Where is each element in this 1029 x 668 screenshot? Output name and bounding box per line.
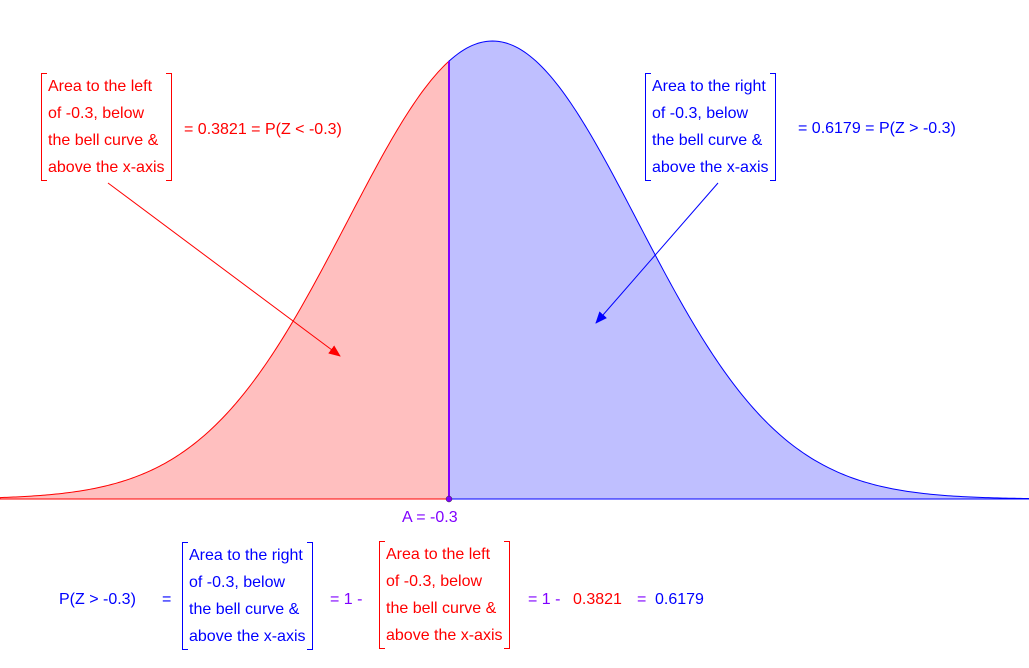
bottom-left-line-4: above the x-axis <box>386 627 503 644</box>
bottom-left-area-box: Area to the left of -0.3, below the bell… <box>379 541 510 649</box>
right-tail-area <box>448 40 1029 500</box>
bottom-right-line-2: of -0.3, below <box>189 574 286 591</box>
right-area-equation: = 0.6179 = P(Z > -0.3) <box>798 120 956 137</box>
left-desc-line-4: above the x-axis <box>48 159 165 176</box>
bottom-right-area-box: Area to the right of -0.3, below the bel… <box>182 542 313 650</box>
right-desc-line-3: the bell curve & <box>652 132 763 149</box>
bottom-value-1: 0.3821 <box>573 591 622 608</box>
left-desc-line-3: the bell curve & <box>48 132 159 149</box>
left-desc-line-1: Area to the left <box>48 78 153 95</box>
bottom-lhs: P(Z > -0.3) <box>59 591 136 608</box>
bottom-eq-2: = 1 - <box>330 591 363 608</box>
left-desc-line-2: of -0.3, below <box>48 105 145 122</box>
split-point-a[interactable] <box>445 495 453 503</box>
bottom-left-line-1: Area to the left <box>386 546 491 563</box>
left-area-description-box: Area to the left of -0.3, below the bell… <box>41 73 172 181</box>
bottom-eq-4: = <box>637 591 647 608</box>
left-area-equation: = 0.3821 = P(Z < -0.3) <box>184 121 342 138</box>
right-desc-line-2: of -0.3, below <box>652 105 749 122</box>
bottom-right-line-1: Area to the right <box>189 547 303 564</box>
bottom-eq-1: = <box>162 591 172 608</box>
right-desc-line-4: above the x-axis <box>652 159 769 176</box>
right-desc-line-1: Area to the right <box>652 78 766 95</box>
bottom-value-2: 0.6179 <box>655 591 704 608</box>
left-tail-area <box>0 60 450 500</box>
split-point-label: A = -0.3 <box>402 509 458 526</box>
bottom-right-line-3: the bell curve & <box>189 601 300 618</box>
left-area-arrow <box>107 182 341 357</box>
right-area-arrow <box>595 182 719 324</box>
right-area-description-box: Area to the right of -0.3, below the bel… <box>645 73 776 181</box>
bottom-eq-3: = 1 - <box>528 591 561 608</box>
bottom-right-line-4: above the x-axis <box>189 628 306 645</box>
bottom-left-line-3: the bell curve & <box>386 600 497 617</box>
bottom-left-line-2: of -0.3, below <box>386 573 483 590</box>
